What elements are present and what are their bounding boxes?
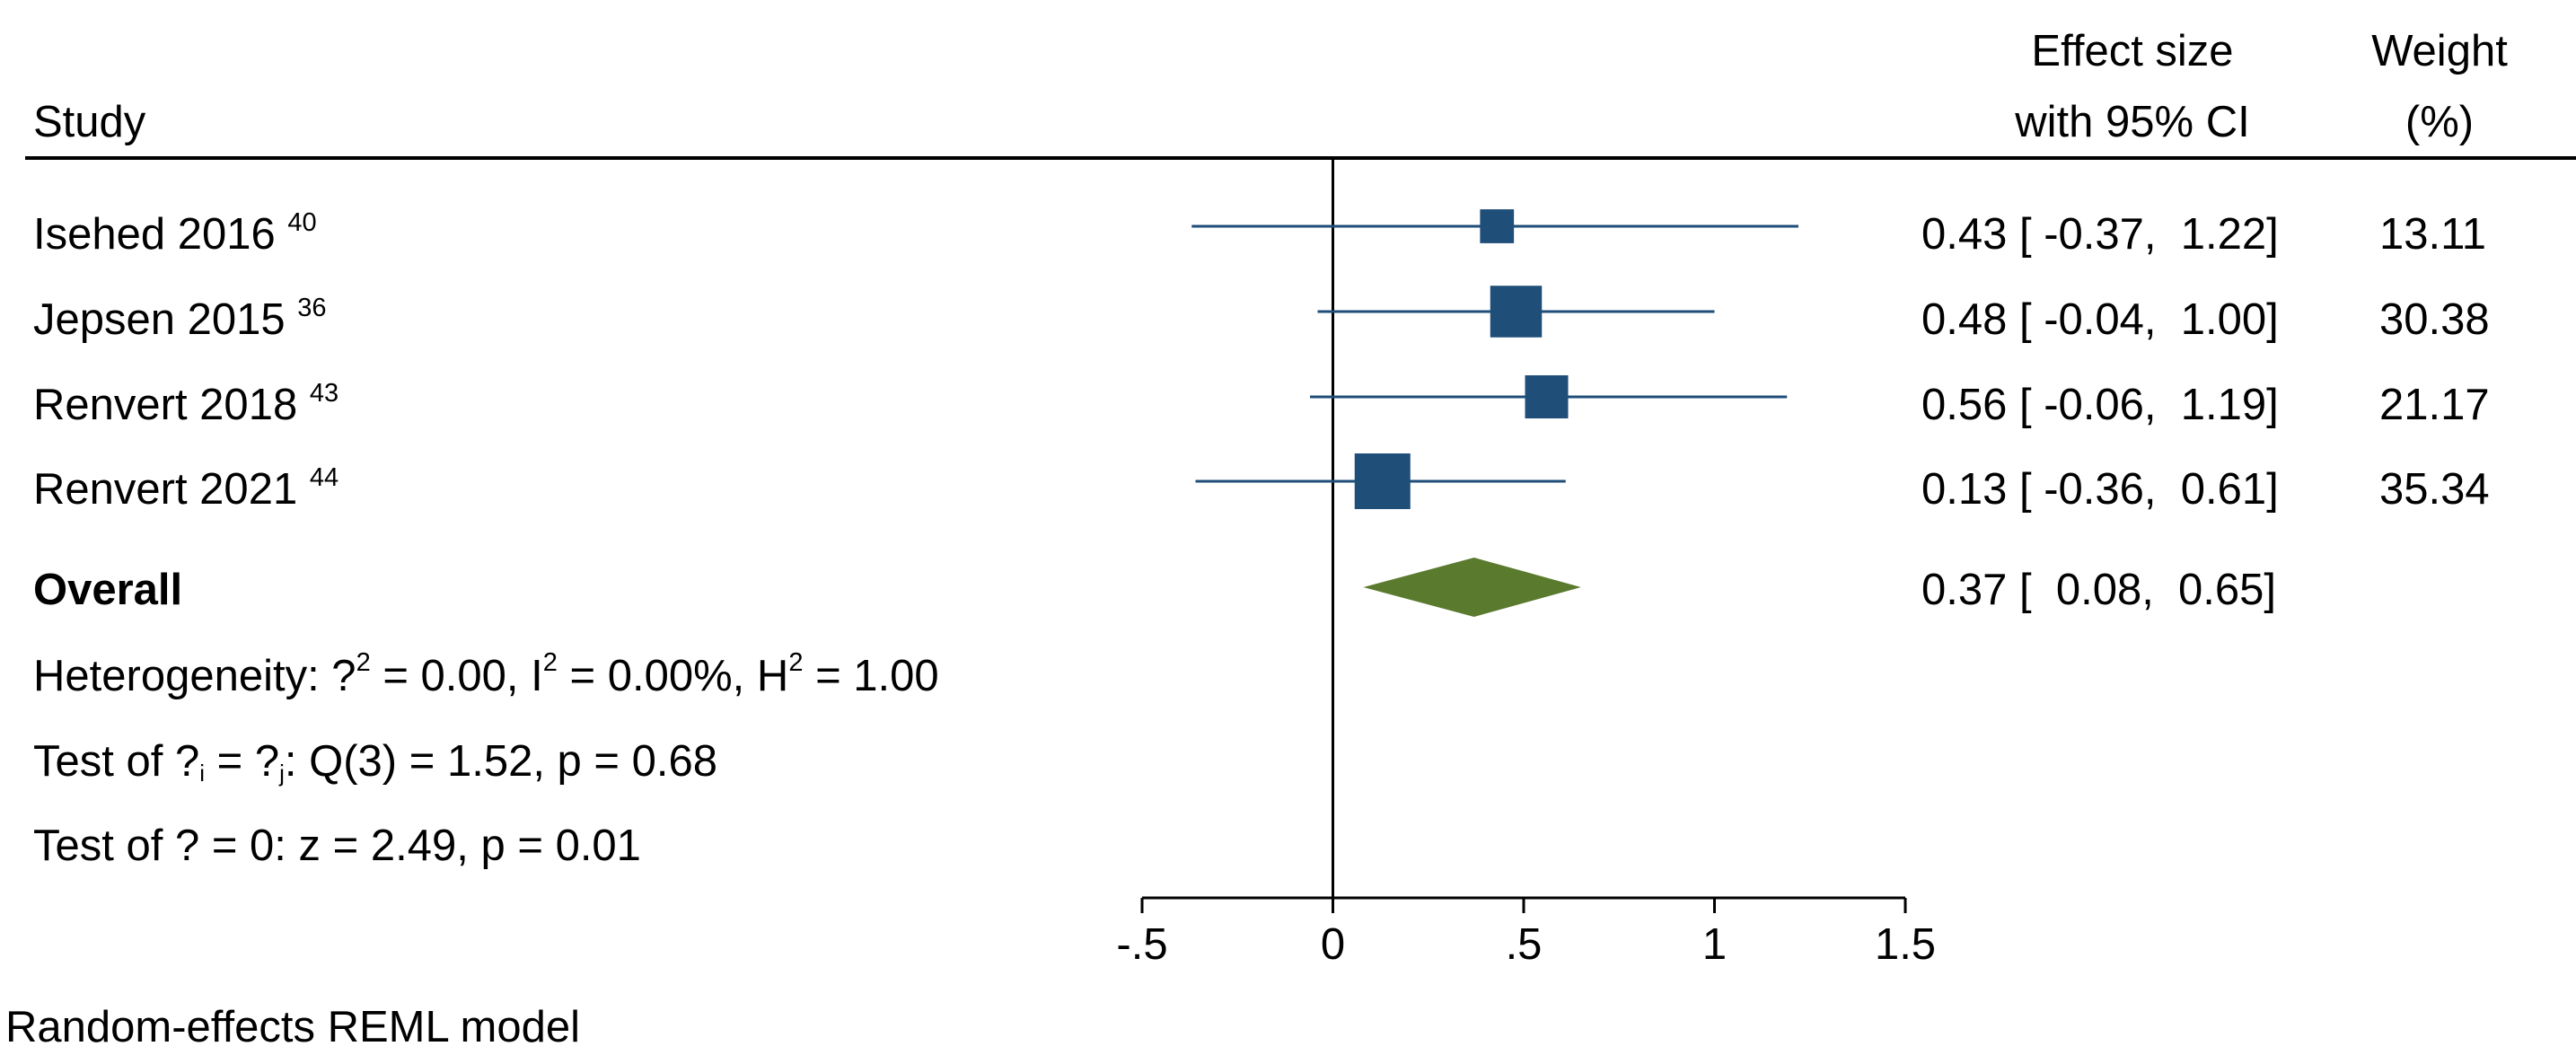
model-note: Random-effects REML model — [5, 1003, 580, 1051]
header-effect-line2: with 95% CI — [2014, 98, 2249, 146]
study-weight: 35.34 — [2379, 465, 2490, 514]
header-weight-line1: Weight — [2371, 27, 2508, 75]
effect-marker — [1525, 375, 1569, 418]
study-label: Renvert 2021 44 — [33, 463, 338, 514]
study-label: Isehed 2016 40 — [33, 208, 317, 259]
effect-marker — [1354, 453, 1411, 509]
homogeneity-test-text: Test of ?i = ?j: Q(3) = 1.52, p = 0.68 — [33, 737, 717, 787]
x-tick-label: .5 — [1506, 920, 1543, 969]
header-study: Study — [33, 98, 146, 146]
study-ci-text: 0.43 [ -0.37, 1.22] — [1921, 210, 2279, 259]
x-tick-label: 1.5 — [1875, 920, 1936, 969]
study-row: Jepsen 2015 36 0.48 [ -0.04, 1.00] 30.38 — [33, 286, 2490, 344]
study-label: Jepsen 2015 36 — [33, 294, 327, 344]
study-ci-text: 0.13 [ -0.36, 0.61] — [1921, 465, 2279, 514]
x-tick-label: 0 — [1321, 920, 1345, 969]
x-axis-ticks: -.5 0 .5 1 1.5 — [1116, 898, 1936, 969]
study-weight: 21.17 — [2379, 381, 2490, 429]
x-tick-label: -.5 — [1116, 920, 1167, 969]
header-weight-line2: (%) — [2405, 98, 2474, 146]
heterogeneity-text: Heterogeneity: ?2 = 0.00, I2 = 0.00%, H2… — [33, 648, 939, 700]
study-ci-text: 0.56 [ -0.06, 1.19] — [1921, 381, 2279, 429]
study-label: Renvert 2018 43 — [33, 379, 338, 429]
x-tick-label: 1 — [1702, 920, 1727, 969]
study-row: Renvert 2018 43 0.56 [ -0.06, 1.19] 21.1… — [33, 375, 2490, 429]
study-row: Isehed 2016 40 0.43 [ -0.37, 1.22] 13.11 — [33, 208, 2486, 259]
overall-label: Overall — [33, 566, 182, 614]
effect-marker — [1480, 209, 1515, 243]
study-row: Renvert 2021 44 0.13 [ -0.36, 0.61] 35.3… — [33, 453, 2490, 514]
study-ci-text: 0.48 [ -0.04, 1.00] — [1921, 295, 2279, 344]
overall-row: Overall 0.37 [ 0.08, 0.65] — [33, 558, 2276, 617]
effect-marker — [1490, 286, 1543, 338]
study-weight: 13.11 — [2379, 210, 2486, 259]
effect-test-text: Test of ? = 0: z = 2.49, p = 0.01 — [33, 822, 641, 870]
overall-ci-text: 0.37 [ 0.08, 0.65] — [1921, 566, 2276, 614]
header-effect-line1: Effect size — [2031, 27, 2233, 75]
overall-diamond — [1363, 558, 1581, 617]
study-weight: 30.38 — [2379, 295, 2490, 344]
